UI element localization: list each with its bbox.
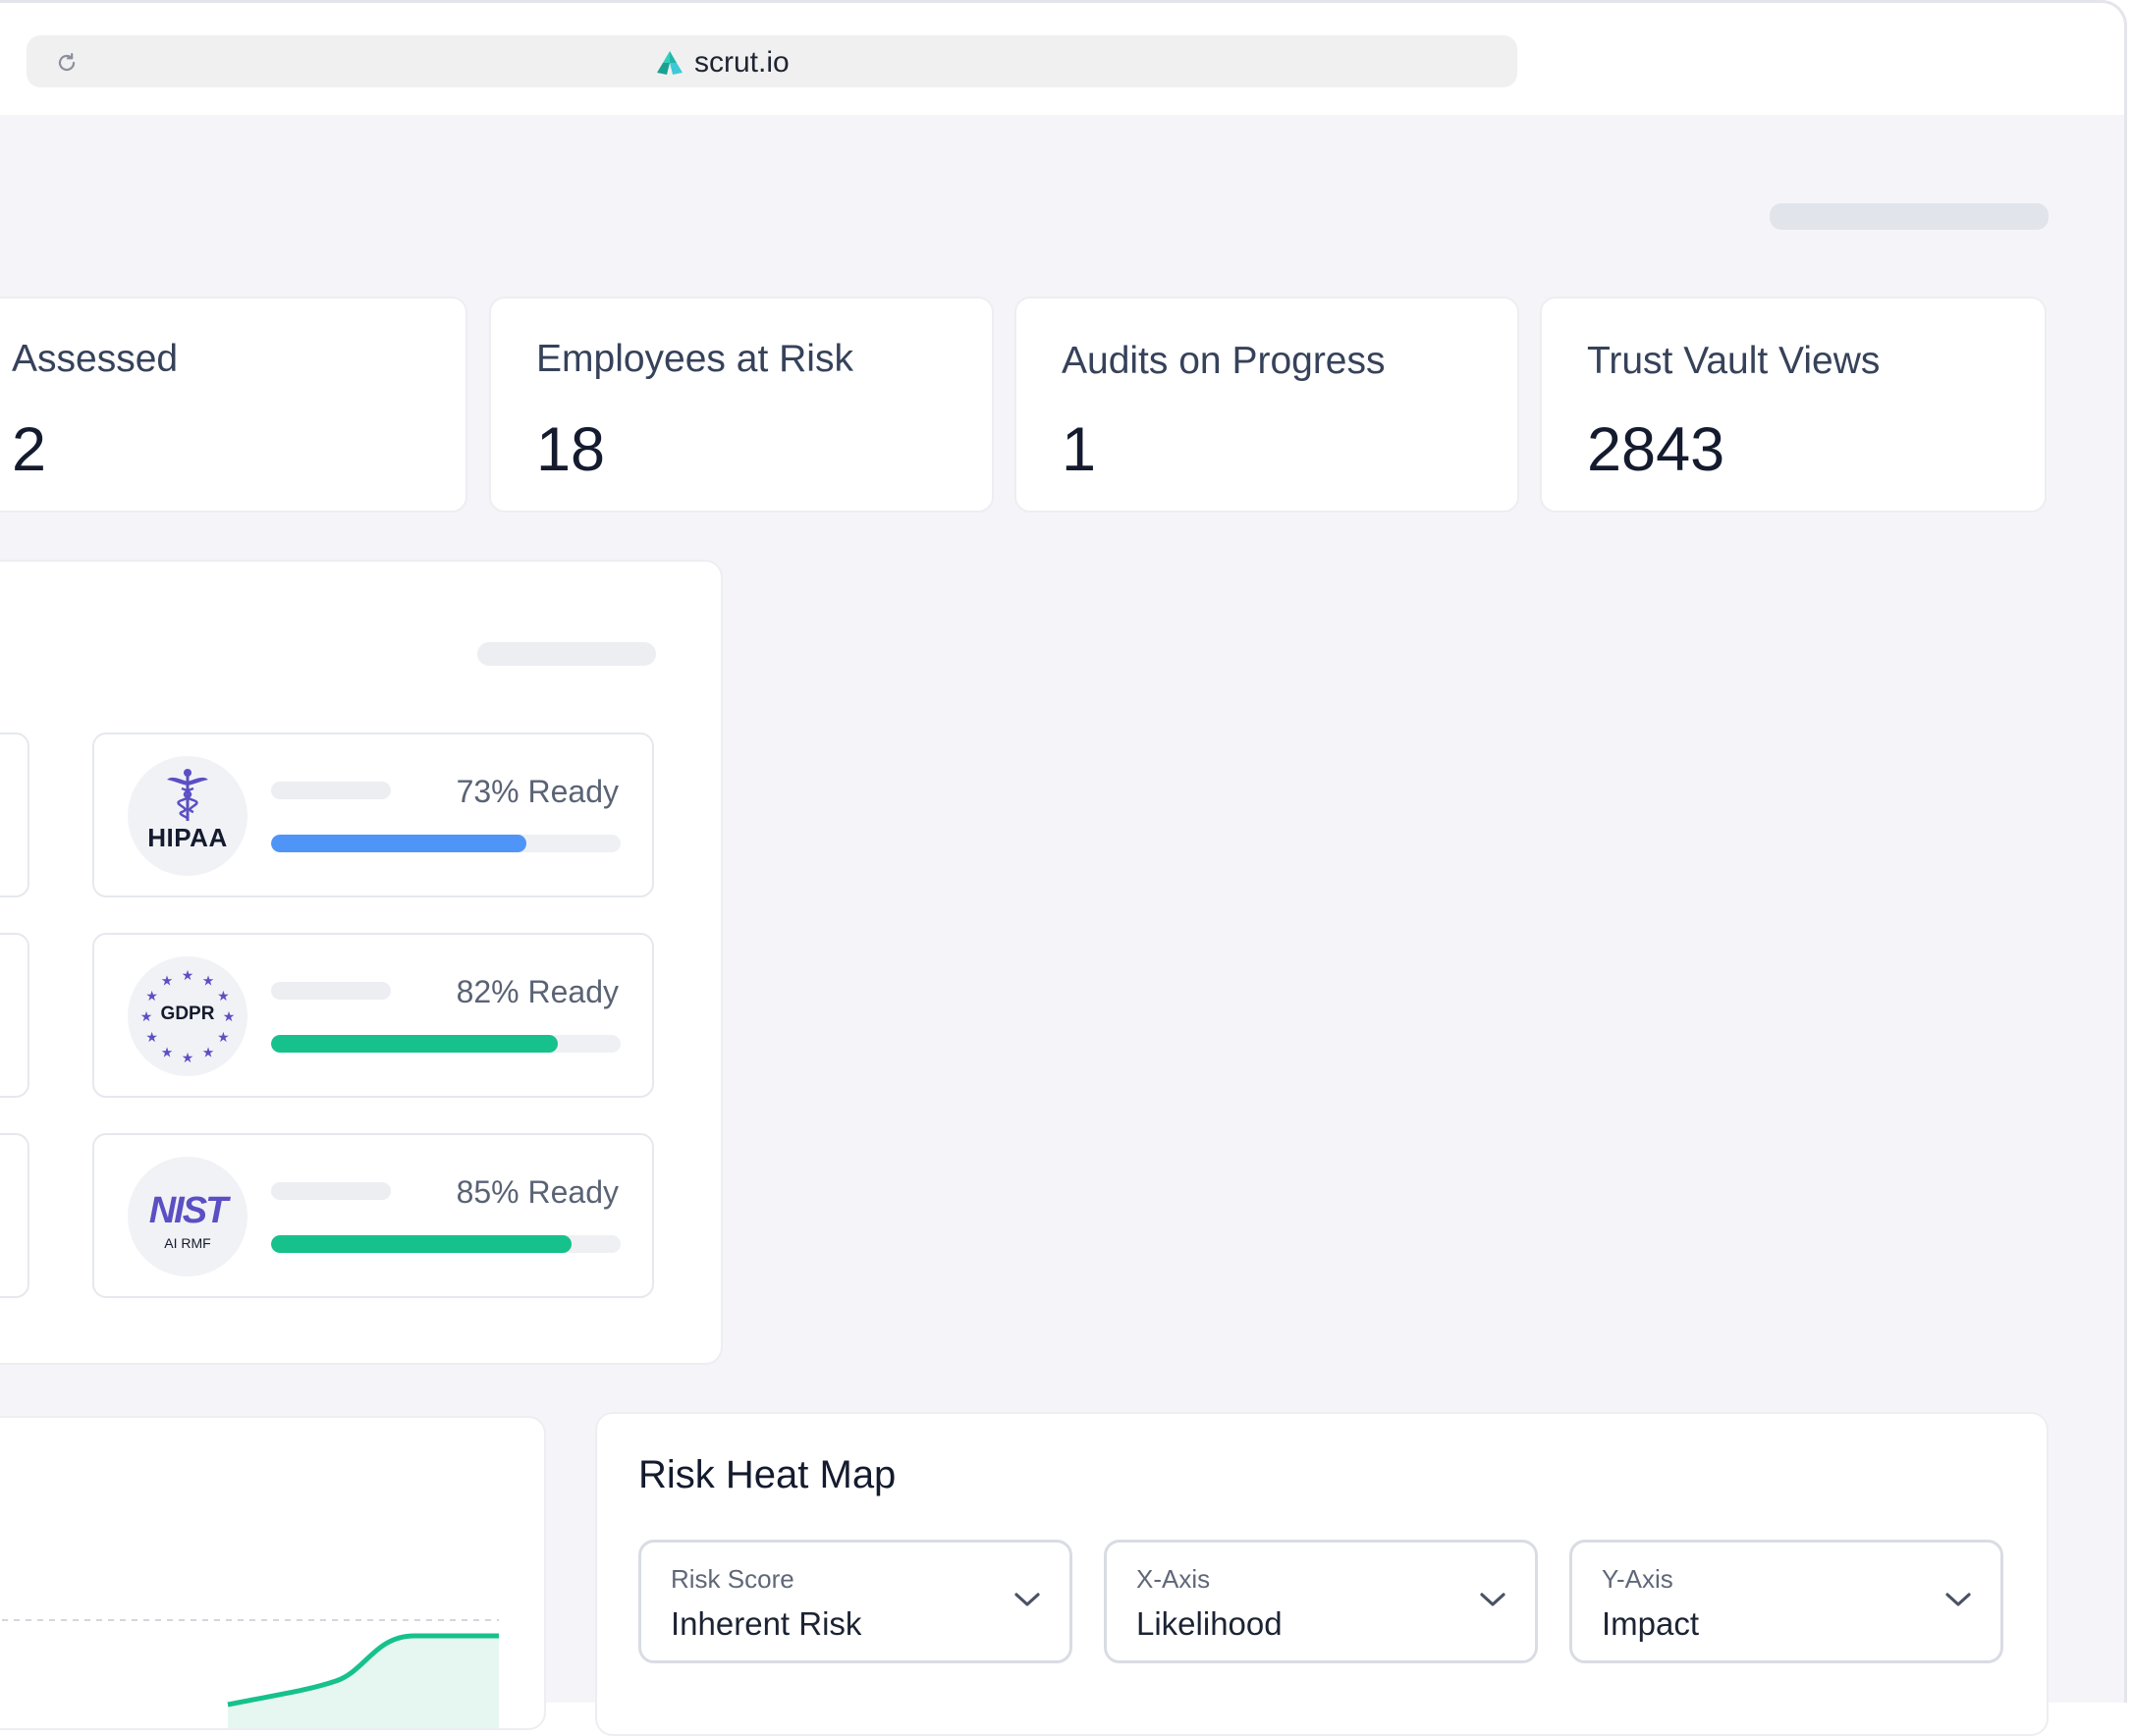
star-icon: ★ [217,1029,230,1045]
url-text[interactable]: scrut.io [694,46,790,79]
select-value: Likelihood [1136,1605,1283,1642]
stat-label: Audits on Progress [1062,340,1386,382]
heatmap-title: Risk Heat Map [638,1453,897,1496]
framework-card-partial[interactable]: dy [0,1133,29,1298]
reload-icon[interactable] [54,50,80,76]
stat-label: Employees at Risk [536,338,853,380]
browser-toolbar: scrut.io [0,0,2127,115]
header-placeholder [1770,203,2049,230]
gdpr-logo: ★ ★ ★ ★ ★ ★ ★ ★ ★ ★ ★ ★ GDPR [128,956,247,1076]
star-icon: ★ [140,1008,153,1024]
framework-card-partial[interactable]: dy [0,732,29,897]
address-bar[interactable]: scrut.io [27,35,1517,87]
framework-name-placeholder [271,1182,391,1200]
star-icon: ★ [223,1008,236,1024]
x-axis-select[interactable]: X-Axis Likelihood [1104,1540,1538,1663]
chevron-down-icon [1014,1593,1040,1606]
risk-score-select[interactable]: Risk Score Inherent Risk [638,1540,1072,1663]
stat-label: Assessed [12,338,179,380]
stat-card-assessed: Assessed 2 [0,297,467,513]
trend-chart-card [0,1416,546,1730]
y-axis-select[interactable]: Y-Axis Impact [1569,1540,2003,1663]
stat-value: 1 [1062,415,1097,484]
stat-value: 18 [536,415,606,484]
framework-card-partial[interactable]: dy [0,933,29,1098]
framework-name-placeholder [271,782,391,799]
framework-name-placeholder [271,982,391,1000]
progress-fill [271,1035,558,1053]
hipaa-logo: HIPAA [128,756,247,876]
progress-track [271,1235,621,1253]
gdpr-logo-text: GDPR [160,1004,215,1024]
select-label: X-Axis [1136,1564,1211,1594]
scrut-logo-icon [657,51,683,75]
chevron-down-icon [1480,1593,1505,1606]
stat-card-trust-vault-views: Trust Vault Views 2843 [1540,297,2047,513]
progress-fill [271,1235,573,1253]
caduceus-icon [167,769,208,821]
ready-label: 85% Ready [456,1174,619,1210]
nist-logo-subtext: AI RMF [164,1235,211,1251]
stat-value: 2843 [1587,415,1725,484]
star-icon: ★ [161,973,174,989]
stat-label: Trust Vault Views [1587,340,1881,382]
trend-chart [2,1619,499,1728]
risk-heat-map-card: Risk Heat Map Risk Score Inherent Risk X… [595,1412,2049,1736]
chart-area [228,1636,499,1728]
chart-line [227,1633,499,1708]
frameworks-panel: dy HIPAA 73% Ready dy ★★★★★★★★★★★★ GDPR [0,560,723,1365]
star-icon: ★ [182,1050,194,1065]
framework-card-hipaa[interactable]: HIPAA 73% Ready [92,732,654,897]
progress-fill [271,835,526,852]
eu-stars-icon: ★ ★★★★★★★★★★★ [140,967,236,1065]
star-icon: ★ [145,1029,158,1045]
star-icon: ★ [202,973,215,989]
stat-card-audits-on-progress: Audits on Progress 1 [1014,297,1519,513]
ready-label: 73% Ready [456,774,619,809]
star-icon: ★ [217,988,230,1004]
select-label: Risk Score [671,1564,794,1594]
select-value: Inherent Risk [671,1605,862,1642]
select-label: Y-Axis [1602,1564,1673,1594]
progress-track [271,1035,621,1053]
chevron-down-icon [1945,1593,1971,1606]
hipaa-logo-text: HIPAA [147,823,228,852]
ready-label: 82% Ready [456,974,619,1009]
framework-card-nist[interactable]: NIST AI RMF 85% Ready [92,1133,654,1298]
panel-header-placeholder [477,642,656,666]
star-icon: ★ [202,1044,215,1059]
star-icon: ★ [182,967,194,983]
star-icon: ★ [145,988,158,1004]
stat-value: 2 [12,415,47,484]
stat-card-employees-at-risk: Employees at Risk 18 [489,297,994,513]
select-value: Impact [1602,1605,1700,1642]
nist-logo: NIST AI RMF [128,1157,247,1276]
framework-card-gdpr[interactable]: ★ ★ ★ ★ ★ ★ ★ ★ ★ ★ ★ ★ GDPR 82% Ready [92,933,654,1098]
progress-track [271,835,621,852]
nist-logo-text: NIST [148,1190,229,1231]
star-icon: ★ [161,1044,174,1059]
